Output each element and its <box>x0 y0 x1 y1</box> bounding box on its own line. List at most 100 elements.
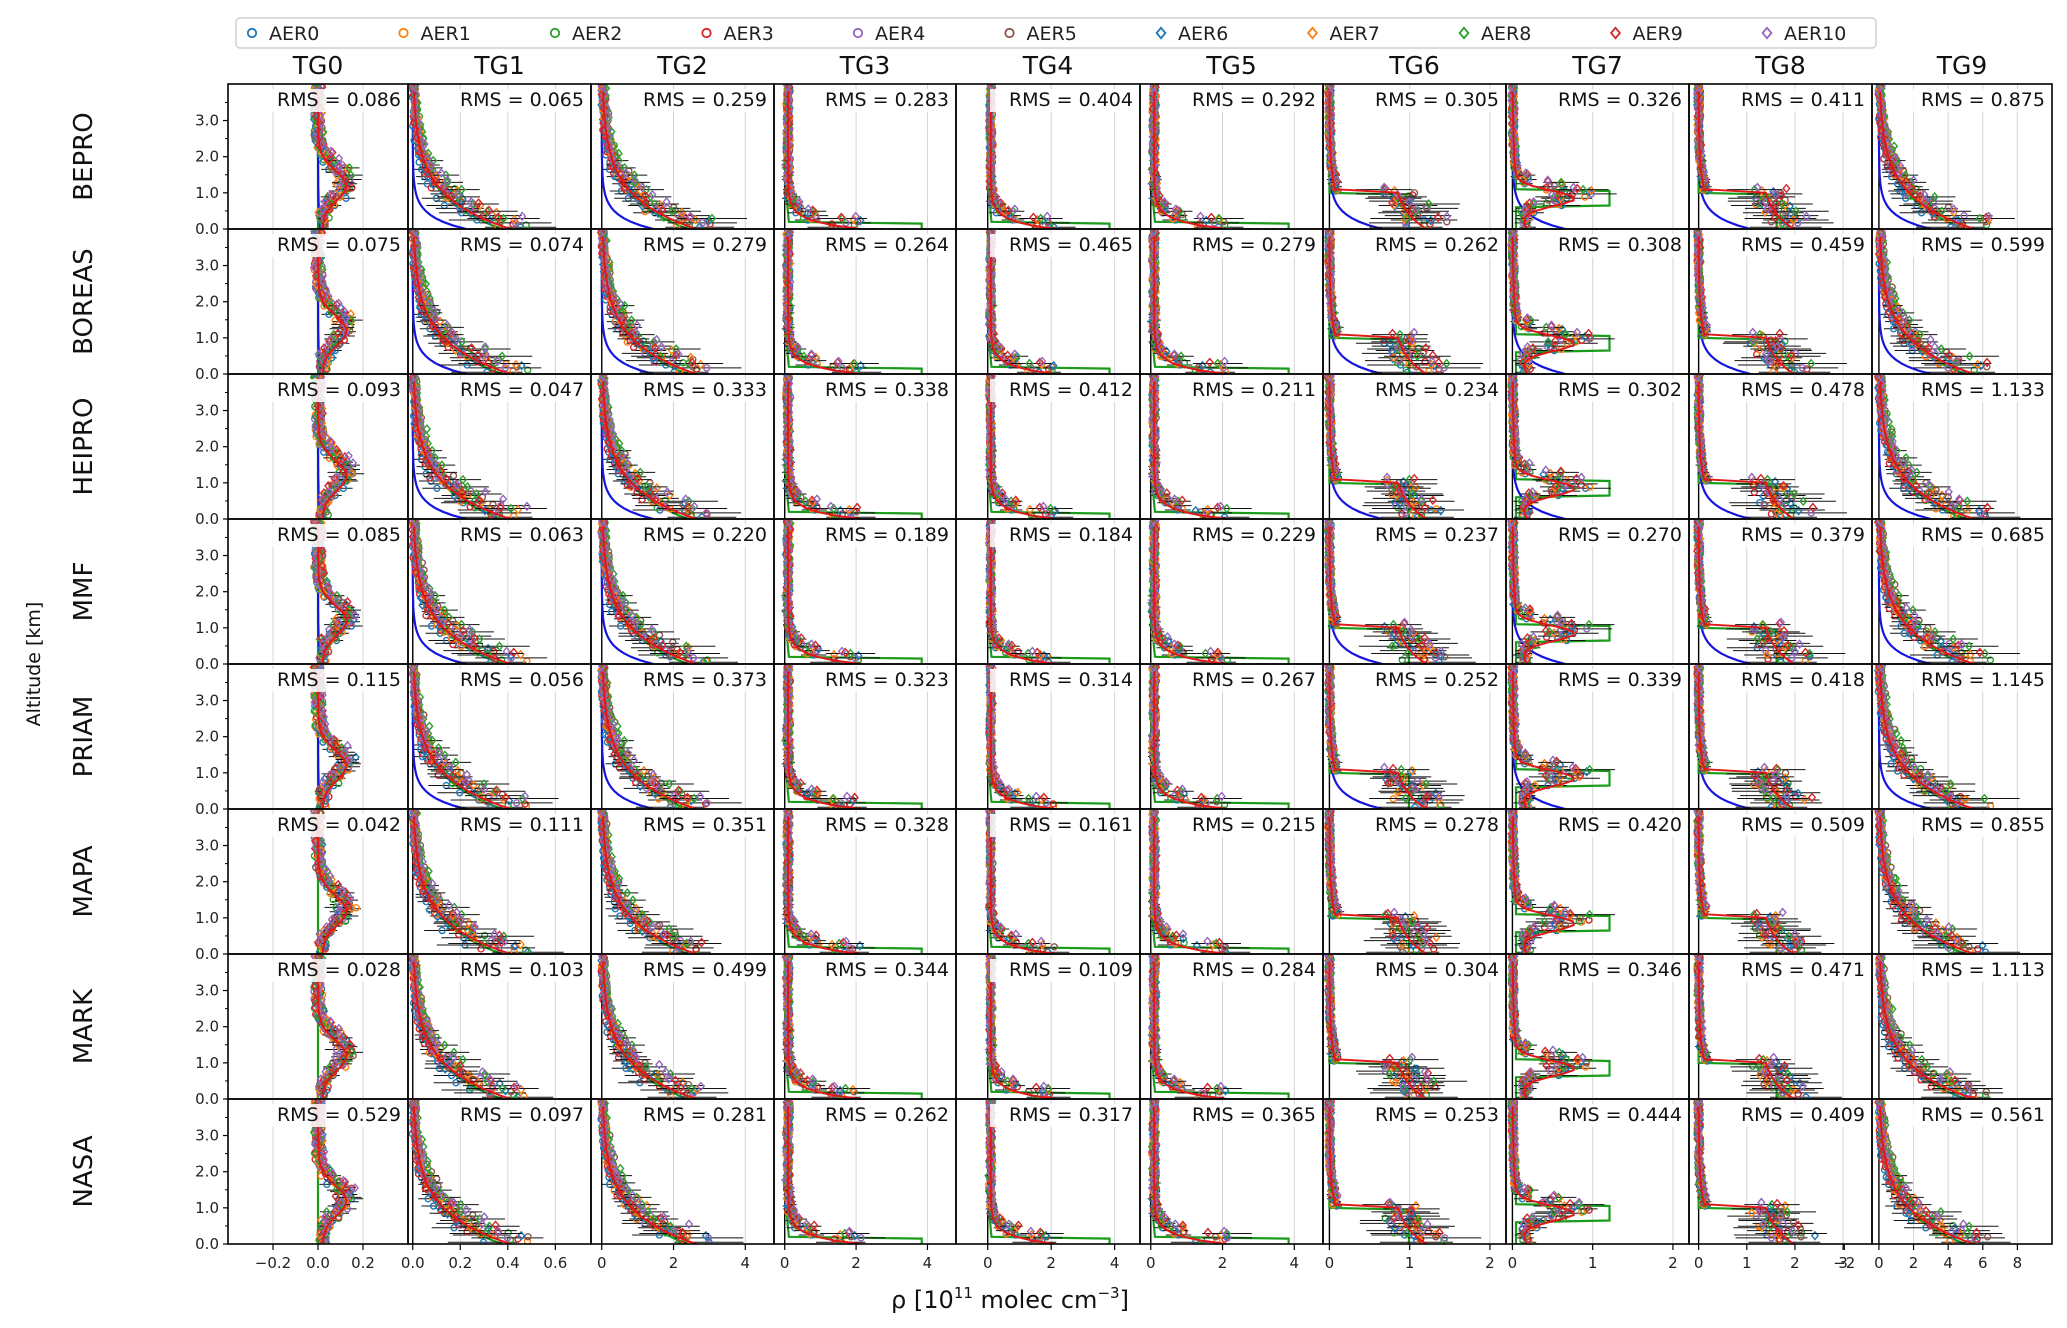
data-point <box>1544 336 1553 347</box>
column-title: TG6 <box>1388 51 1440 80</box>
data-point <box>1326 88 1335 99</box>
data-point <box>1424 199 1433 209</box>
panel: RMS = 0.086 0.0 1.0 2.0 3.0 <box>195 83 409 238</box>
data-point <box>474 198 483 208</box>
apriori-profile-line <box>1328 91 1383 229</box>
rms-label-bg <box>1722 89 1868 112</box>
legend-item: AER5 <box>1004 23 1077 45</box>
panel-plot <box>1323 229 1484 374</box>
data-point <box>1149 269 1158 280</box>
data-point <box>684 358 693 369</box>
legend-label: AER2 <box>572 23 622 45</box>
legend-item: AER7 <box>1306 23 1380 45</box>
data-point <box>411 84 413 85</box>
data-point <box>1406 194 1415 204</box>
data-point <box>1694 139 1703 149</box>
data-point <box>1421 343 1430 353</box>
data-point <box>429 305 438 316</box>
panel-plot <box>984 229 1111 374</box>
legend-label: AER7 <box>1330 23 1380 45</box>
data-point <box>1010 204 1019 215</box>
rms-label-bg <box>258 89 404 112</box>
data-point <box>698 219 706 227</box>
data-point <box>423 153 432 164</box>
data-point <box>707 213 717 224</box>
data-point <box>987 131 997 142</box>
panel-plot <box>596 229 742 374</box>
data-point <box>1395 329 1405 340</box>
data-point <box>345 163 354 173</box>
rms-label-bg <box>990 234 1136 257</box>
data-point <box>631 327 640 338</box>
legend-item: AER6 <box>1155 23 1228 45</box>
data-point <box>996 198 1005 208</box>
data-point <box>1012 351 1022 362</box>
data-point <box>652 334 661 345</box>
data-point <box>656 351 665 362</box>
data-point <box>1388 198 1397 208</box>
median-profile-line <box>1328 236 1428 374</box>
data-point <box>443 175 452 186</box>
panel: RMS = 0.279 <box>590 228 775 375</box>
data-point <box>481 349 490 360</box>
data-point <box>1038 356 1047 367</box>
data-point <box>1880 155 1888 163</box>
rms-label: RMS = 0.305 <box>1375 89 1499 111</box>
rms-label: RMS = 0.326 <box>1558 89 1682 111</box>
data-point <box>1153 229 1158 232</box>
legend-item: AER9 <box>1609 23 1683 45</box>
data-point <box>1525 198 1534 208</box>
data-point <box>1916 190 1925 201</box>
data-point <box>313 255 322 266</box>
legend-label: AER9 <box>1633 23 1683 45</box>
data-point <box>431 313 440 323</box>
legend-label: AER8 <box>1481 23 1531 45</box>
data-point <box>598 249 607 259</box>
median-profile-line <box>413 236 512 374</box>
column-title: TG4 <box>1022 51 1074 80</box>
data-point <box>524 366 532 374</box>
data-point <box>333 328 343 339</box>
rms-label-bg <box>441 234 587 257</box>
legend-marker <box>1004 27 1015 39</box>
data-point <box>621 168 630 178</box>
data-point <box>1750 184 1759 195</box>
data-point <box>518 211 527 222</box>
y-tick-label: 2.0 <box>195 148 219 166</box>
data-point <box>1049 360 1058 371</box>
data-point <box>321 284 330 294</box>
data-point <box>425 293 434 304</box>
data-point <box>1878 84 1885 88</box>
median-profile-line <box>1153 236 1227 374</box>
data-point <box>1043 211 1052 222</box>
data-point <box>1558 324 1567 335</box>
data-point <box>1003 350 1012 361</box>
data-point <box>1526 315 1535 326</box>
data-point <box>335 182 344 193</box>
data-point <box>1029 212 1038 223</box>
data-point <box>313 131 322 142</box>
data-point <box>1763 204 1772 215</box>
data-point <box>334 298 343 309</box>
data-point <box>346 309 355 319</box>
data-point <box>1389 200 1399 211</box>
data-point <box>339 305 348 316</box>
data-point <box>1917 209 1926 217</box>
data-point <box>1896 160 1905 171</box>
rms-label: RMS = 0.086 <box>277 89 401 111</box>
data-point <box>1214 213 1224 224</box>
data-point <box>421 279 431 289</box>
panel: RMS = 0.305 <box>1322 83 1507 230</box>
data-point <box>483 368 491 374</box>
rms-label: RMS = 0.262 <box>1375 234 1499 256</box>
data-point <box>1509 75 1515 83</box>
row-label: PRIAM <box>69 696 99 778</box>
data-point <box>319 343 329 353</box>
data-point <box>1890 153 1900 164</box>
data-point <box>667 206 676 217</box>
data-point <box>1409 327 1419 338</box>
panel-plot <box>781 229 923 374</box>
data-point <box>702 364 711 372</box>
data-point <box>324 291 333 302</box>
